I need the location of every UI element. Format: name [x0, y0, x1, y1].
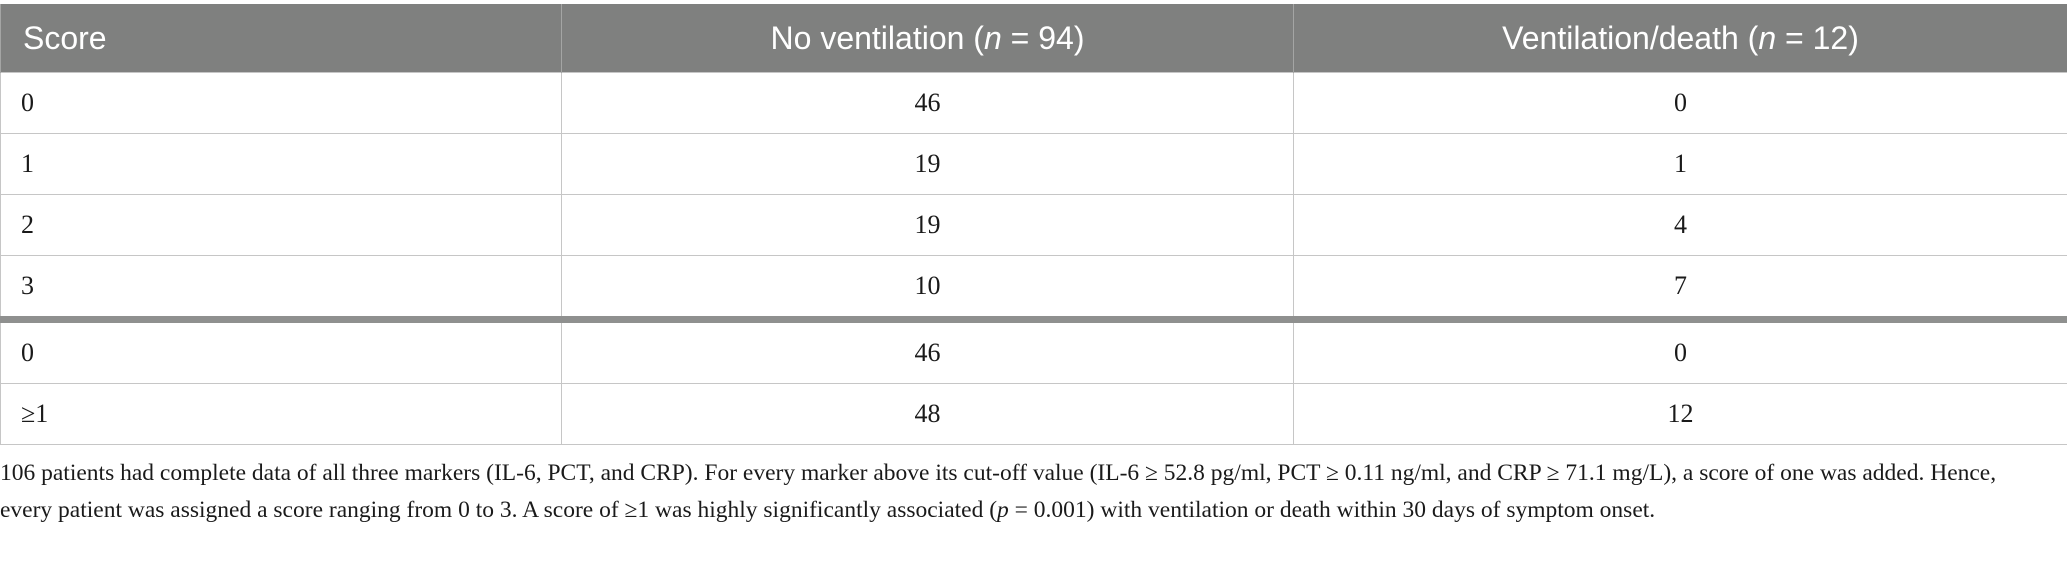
- header-ventilation-death-n: n: [1758, 19, 1777, 56]
- cell-no-ventilation: 46: [561, 316, 1294, 384]
- cell-ventilation-death: 0: [1293, 316, 2067, 384]
- cell-score: ≥1: [0, 383, 562, 445]
- footnote-text-part1: 106 patients had complete data of all th…: [0, 460, 1997, 523]
- cell-score: 0: [0, 316, 562, 384]
- cell-no-ventilation: 48: [561, 383, 1294, 445]
- header-no-ventilation-prefix: No ventilation (: [770, 19, 984, 56]
- header-ventilation-death-prefix: Ventilation/death (: [1502, 19, 1759, 56]
- cell-ventilation-death: 12: [1293, 383, 2067, 445]
- header-ventilation-death-suffix: = 12): [1776, 19, 1859, 56]
- cell-no-ventilation: 19: [561, 133, 1294, 195]
- table-row: 0 46 0: [0, 316, 2067, 384]
- cell-ventilation-death: 7: [1293, 255, 2067, 320]
- score-table-container: Score No ventilation (n = 94) Ventilatio…: [0, 4, 2067, 445]
- cell-ventilation-death: 1: [1293, 133, 2067, 195]
- table-row: 3 10 7: [0, 255, 2067, 320]
- header-score: Score: [0, 4, 562, 73]
- table-row: 2 19 4: [0, 194, 2067, 256]
- cell-no-ventilation: 10: [561, 255, 1294, 320]
- cell-score: 0: [0, 72, 562, 134]
- cell-no-ventilation: 19: [561, 194, 1294, 256]
- table-footnote: 106 patients had complete data of all th…: [0, 455, 2040, 529]
- cell-score: 2: [0, 194, 562, 256]
- header-no-ventilation: No ventilation (n = 94): [561, 4, 1294, 73]
- table-row: 0 46 0: [0, 72, 2067, 134]
- footnote-text-part2: = 0.001) with ventilation or death withi…: [1008, 497, 1656, 523]
- cell-no-ventilation: 46: [561, 72, 1294, 134]
- cell-ventilation-death: 4: [1293, 194, 2067, 256]
- cell-score: 1: [0, 133, 562, 195]
- score-table: Score No ventilation (n = 94) Ventilatio…: [0, 4, 2067, 445]
- header-no-ventilation-suffix: = 94): [1001, 19, 1085, 56]
- table-header-row: Score No ventilation (n = 94) Ventilatio…: [0, 4, 2067, 73]
- cell-score: 3: [0, 255, 562, 320]
- table-row: ≥1 48 12: [0, 383, 2067, 445]
- header-ventilation-death: Ventilation/death (n = 12): [1293, 4, 2067, 73]
- header-no-ventilation-n: n: [983, 19, 1002, 56]
- footnote-p-symbol: p: [997, 497, 1009, 523]
- cell-ventilation-death: 0: [1293, 72, 2067, 134]
- table-row: 1 19 1: [0, 133, 2067, 195]
